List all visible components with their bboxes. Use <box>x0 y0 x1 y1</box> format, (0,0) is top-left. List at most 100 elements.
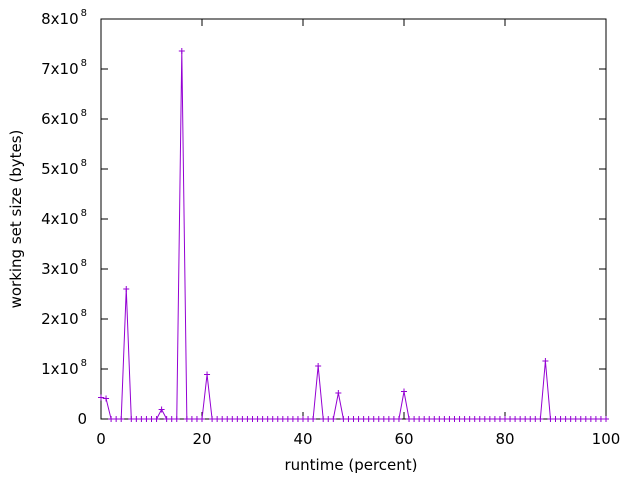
data-point <box>512 416 519 422</box>
data-point <box>395 416 402 422</box>
x-tick-label: 60 <box>394 430 413 448</box>
data-point <box>587 416 594 422</box>
data-point <box>537 416 544 422</box>
data-point <box>385 416 392 422</box>
x-tick-label: 0 <box>96 430 106 448</box>
data-point <box>365 416 372 422</box>
data-point <box>552 416 559 422</box>
y-axis-label: working set size (bytes) <box>7 130 25 309</box>
plot-frame <box>100 18 607 420</box>
data-point <box>204 371 211 378</box>
data-point <box>188 416 195 422</box>
data-point <box>411 416 418 422</box>
data-point <box>269 416 276 422</box>
data-point <box>98 394 104 401</box>
data-point <box>426 416 433 422</box>
data-point <box>209 416 216 422</box>
data-point <box>294 416 301 422</box>
y-tick-label: 2x10 8 <box>41 308 87 328</box>
data-point <box>527 416 534 422</box>
axis-ticks <box>100 18 607 420</box>
data-point <box>375 416 382 422</box>
data-point <box>471 416 478 422</box>
data-point <box>219 416 226 422</box>
data-point <box>264 416 271 422</box>
data-point <box>123 286 130 292</box>
data-point <box>597 416 604 422</box>
data-point <box>108 416 115 422</box>
data-point <box>229 416 236 422</box>
data-point <box>502 416 508 422</box>
data-point <box>320 416 327 422</box>
data-point <box>259 416 266 422</box>
data-point <box>289 416 296 422</box>
series-line <box>100 50 606 420</box>
data-point <box>345 416 352 422</box>
x-tick-label: 40 <box>293 430 312 448</box>
data-point <box>153 416 160 422</box>
y-tick-label: 4x10 8 <box>41 208 87 228</box>
y-tick-label: 1x10 8 <box>41 358 87 378</box>
x-tick-label: 80 <box>495 430 514 448</box>
data-point <box>163 416 170 422</box>
data-point <box>234 416 241 422</box>
data-point <box>390 416 397 422</box>
data-point <box>199 416 205 422</box>
data-point <box>517 416 524 422</box>
data-point <box>128 416 135 422</box>
data-point <box>279 416 286 422</box>
data-point <box>214 416 221 422</box>
x-tick-label: 20 <box>192 430 211 448</box>
data-point <box>340 416 347 422</box>
data-point <box>562 416 569 422</box>
data-point <box>431 416 438 422</box>
data-point <box>249 416 256 422</box>
data-point <box>173 416 180 422</box>
y-tick-labels: 0 1x10 8 2x10 8 3x10 8 4x10 8 5x10 8 6x10 8 7x10 8 8x10… <box>41 8 87 428</box>
data-point <box>148 416 155 422</box>
data-point <box>138 416 145 422</box>
data-point <box>239 416 246 422</box>
data-point <box>310 416 317 422</box>
data-point <box>355 416 362 422</box>
data-point <box>532 416 539 422</box>
x-tick-label: 100 <box>592 430 621 448</box>
data-point <box>557 416 564 422</box>
data-point <box>113 416 120 422</box>
data-point <box>193 416 200 422</box>
data-point <box>416 416 423 422</box>
data-point <box>466 416 473 422</box>
data-point <box>380 416 387 422</box>
data-point <box>436 416 443 422</box>
data-point <box>567 416 574 422</box>
data-point <box>224 416 231 422</box>
x-tick-labels: 0 20 40 60 80 100 <box>96 430 620 448</box>
data-point <box>118 416 125 422</box>
data-point <box>592 416 599 422</box>
data-point <box>158 406 165 413</box>
data-point <box>143 416 150 422</box>
data-point <box>547 416 554 422</box>
data-point <box>284 416 291 422</box>
data-point <box>577 416 584 422</box>
data-point <box>254 416 261 422</box>
data-point <box>300 416 306 422</box>
data-point <box>183 416 190 422</box>
data-point <box>360 416 367 422</box>
data-point <box>406 416 413 422</box>
data-point <box>456 416 463 422</box>
data-point <box>451 416 458 422</box>
data-point <box>244 416 251 422</box>
data-point <box>507 416 514 422</box>
data-point <box>315 363 322 369</box>
data-point <box>542 358 549 364</box>
y-tick-label: 6x10 8 <box>41 108 87 128</box>
y-tick-label: 3x10 8 <box>41 258 87 278</box>
data-point <box>330 416 337 422</box>
y-tick-label: 0 <box>77 410 87 428</box>
data-point <box>446 416 453 422</box>
data-point <box>496 416 503 422</box>
data-point <box>441 416 448 422</box>
data-point <box>335 390 342 396</box>
